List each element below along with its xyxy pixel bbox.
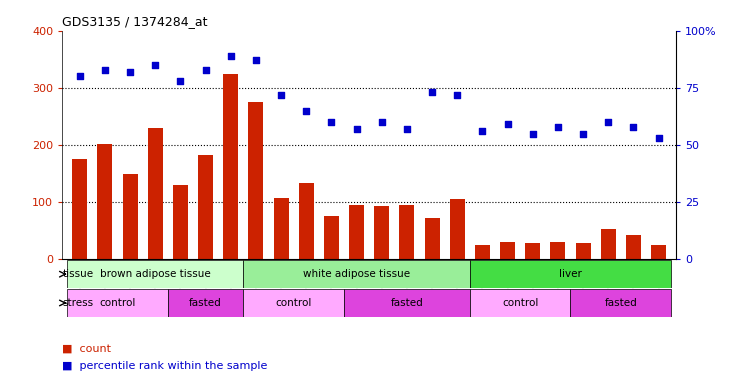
Point (175, 78, 186, 84)
Point (577, 131, 589, 137)
Text: ■  count: ■ count (62, 343, 111, 353)
Bar (349, 205, 364, 259)
Bar (399, 205, 414, 259)
Text: ■  percentile rank within the sample: ■ percentile rank within the sample (62, 361, 268, 371)
Text: control: control (502, 298, 538, 308)
Text: control: control (276, 298, 312, 308)
Point (451, 92, 463, 98)
Text: brown adipose tissue: brown adipose tissue (100, 269, 211, 279)
Point (477, 128, 488, 134)
Bar (148, 128, 163, 259)
Point (602, 119, 614, 125)
Point (124, 69, 136, 75)
Point (99, 66, 111, 73)
Point (149, 62, 161, 68)
Bar (72, 159, 87, 259)
Text: fasted: fasted (390, 298, 423, 308)
Bar (198, 155, 213, 259)
Bar (374, 206, 390, 259)
Bar (249, 102, 263, 259)
Point (351, 126, 363, 132)
Point (527, 131, 539, 137)
Bar (324, 216, 339, 259)
Bar (299, 183, 314, 259)
Point (552, 124, 564, 130)
Text: tissue: tissue (62, 269, 94, 279)
Bar (123, 174, 137, 259)
Bar (223, 74, 238, 259)
Bar (67, 289, 168, 317)
Bar (651, 245, 666, 259)
Text: stress: stress (62, 298, 94, 308)
Bar (97, 144, 113, 259)
Bar (500, 242, 515, 259)
Text: fasted: fasted (189, 298, 222, 308)
Bar (570, 289, 671, 317)
Bar (243, 289, 344, 317)
Text: fasted: fasted (605, 298, 637, 308)
Bar (168, 289, 243, 317)
Bar (344, 289, 470, 317)
Bar (67, 260, 243, 288)
Bar (425, 218, 439, 259)
Point (426, 89, 438, 96)
Point (501, 121, 513, 127)
Point (653, 135, 664, 141)
Bar (173, 185, 188, 259)
Bar (601, 230, 616, 259)
Point (300, 108, 312, 114)
Bar (525, 243, 540, 259)
Point (74, 73, 86, 79)
Bar (470, 260, 671, 288)
Bar (243, 260, 470, 288)
Point (225, 53, 237, 59)
Point (401, 126, 413, 132)
Text: liver: liver (559, 269, 582, 279)
Bar (470, 289, 570, 317)
Point (325, 119, 337, 125)
Bar (475, 245, 490, 259)
Text: control: control (99, 298, 136, 308)
Text: GDS3135 / 1374284_at: GDS3135 / 1374284_at (62, 15, 208, 28)
Point (376, 119, 387, 125)
Bar (575, 243, 591, 259)
Point (250, 57, 262, 63)
Point (276, 92, 287, 98)
Point (627, 124, 639, 130)
Bar (273, 198, 289, 259)
Text: white adipose tissue: white adipose tissue (303, 269, 410, 279)
Bar (550, 242, 566, 259)
Point (200, 66, 211, 73)
Bar (450, 199, 465, 259)
Bar (626, 235, 641, 259)
